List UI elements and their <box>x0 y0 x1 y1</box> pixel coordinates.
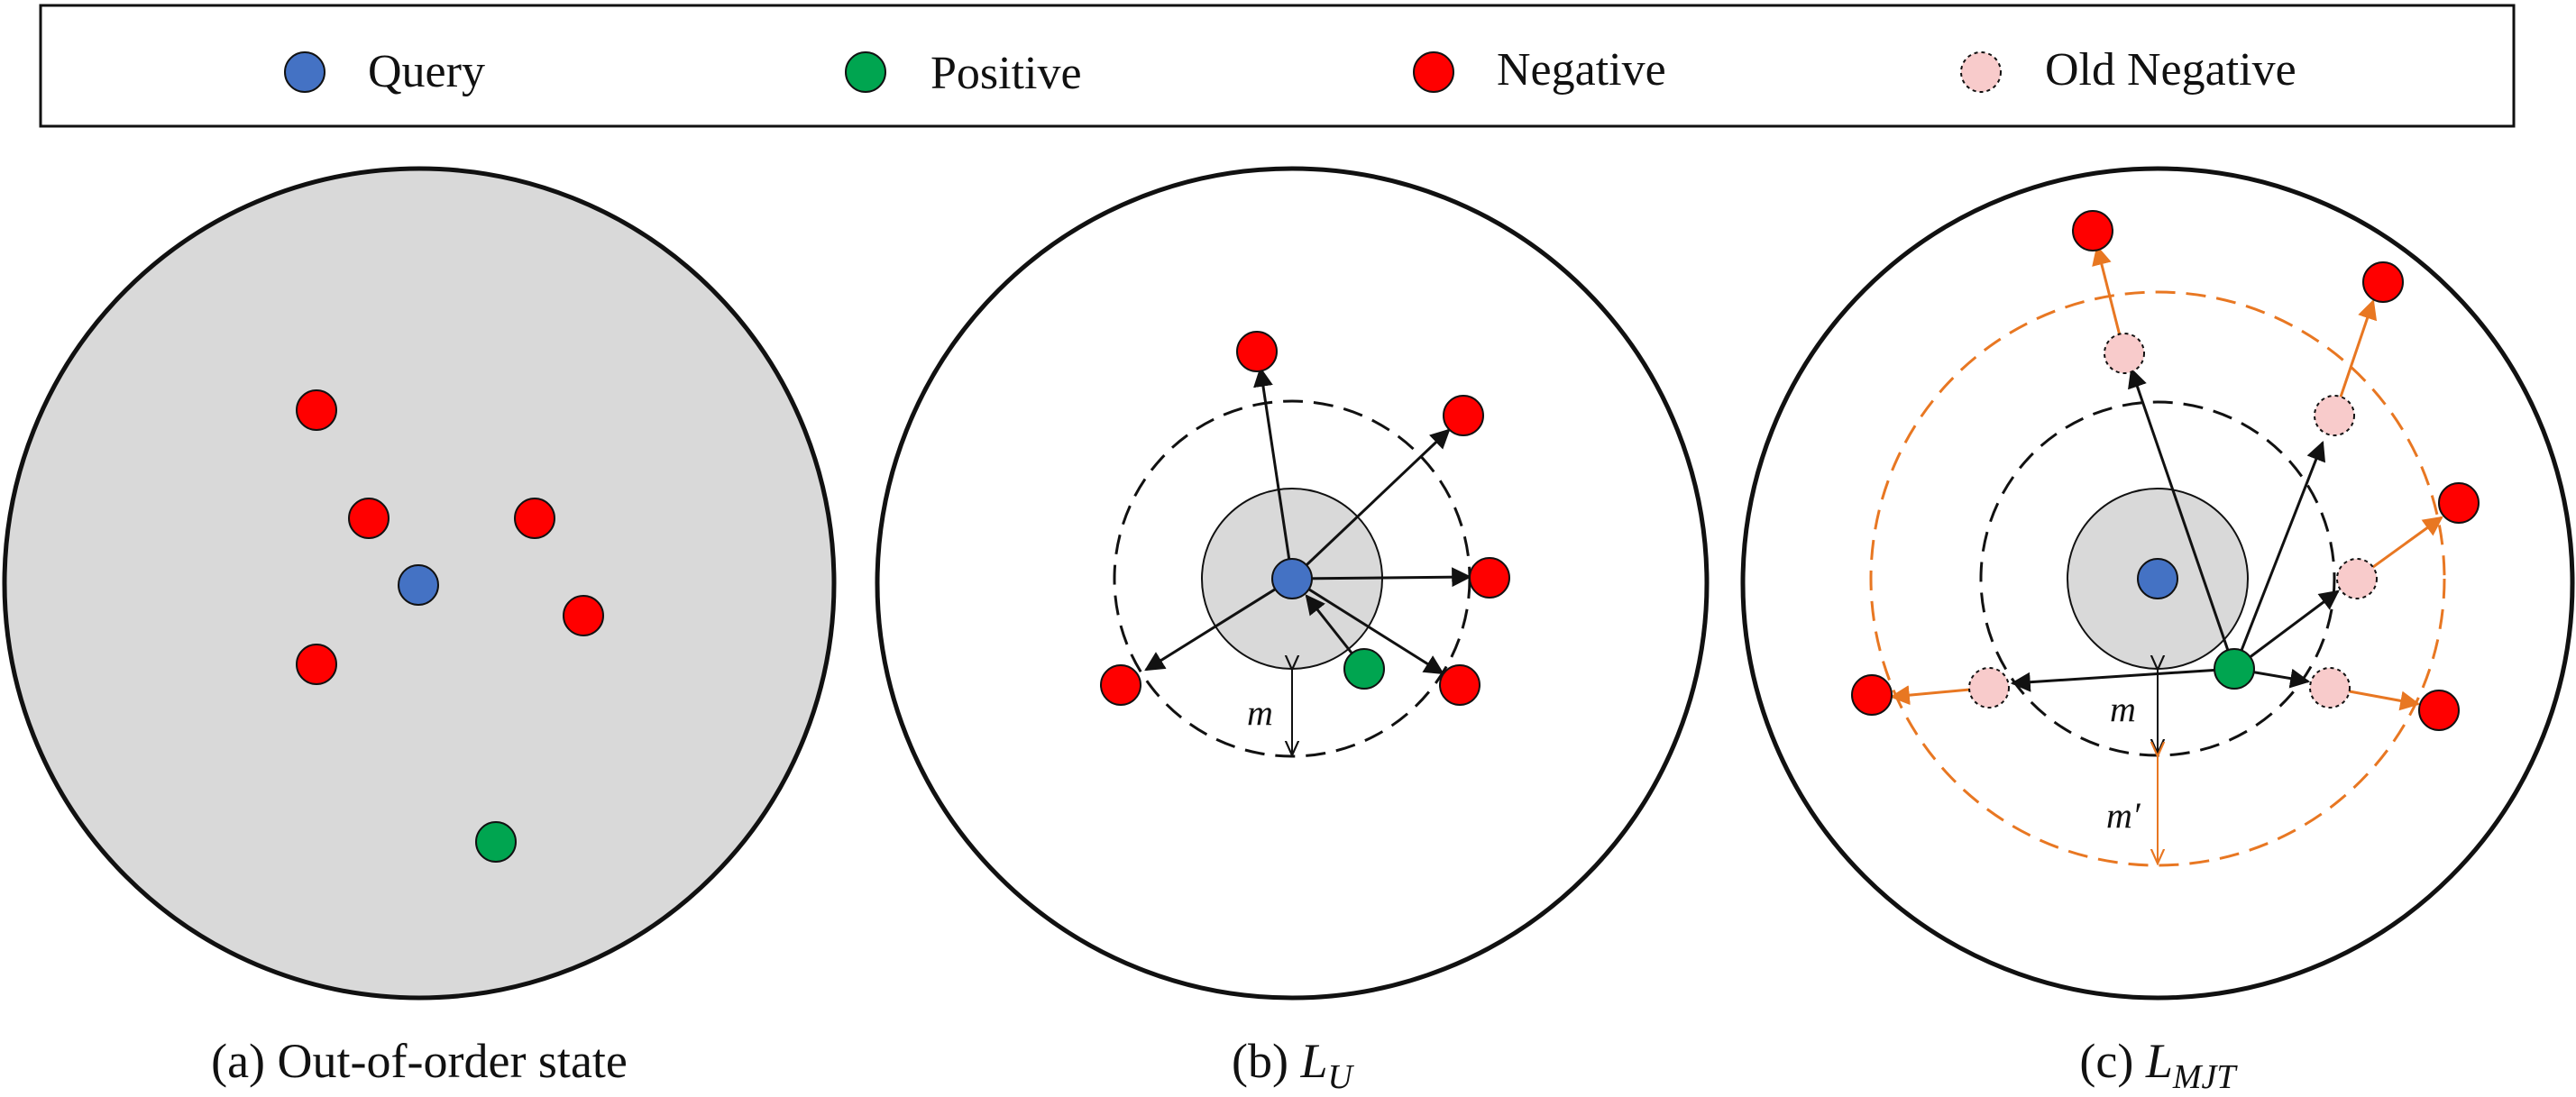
negative-dot <box>348 498 390 539</box>
legend-box <box>39 4 2516 128</box>
legend-item-old-negative: Old Negative <box>1960 44 2296 96</box>
caption-loss-subscript: U <box>1328 1058 1355 1096</box>
caption-loss-symbol: L <box>2145 1034 2173 1088</box>
caption-prefix: (b) <box>1232 1034 1300 1088</box>
negative-dot <box>1236 331 1278 372</box>
margin-label-m-prime: m′ <box>2106 795 2141 836</box>
push-arrow <box>2128 367 2236 670</box>
push-arrow <box>2232 440 2326 670</box>
negative-dot <box>1100 664 1141 706</box>
positive-dot <box>475 821 517 863</box>
outer-margin-circle <box>1869 290 2446 867</box>
old-negative-dot <box>2104 333 2145 374</box>
legend-label-positive: Positive <box>930 48 1082 99</box>
pink-dashed-dot-icon <box>1960 51 2002 93</box>
push-arrow <box>1291 567 1472 588</box>
shift-arrow <box>2333 298 2378 416</box>
negative-dot <box>2362 261 2404 303</box>
panel-b: m (b) LU <box>875 166 1710 1096</box>
negative-dot <box>514 498 555 539</box>
panel-a-caption: (a) Out-of-order state <box>211 1034 628 1088</box>
green-dot-icon <box>845 51 886 93</box>
caption-loss-symbol: L <box>1299 1034 1327 1088</box>
query-dot <box>398 564 439 606</box>
blue-dot-icon <box>284 51 325 93</box>
legend: Query Positive Negative Old Negative <box>39 4 2516 128</box>
legend-item-negative: Negative <box>1413 44 1666 96</box>
old-negative-dot <box>2314 395 2355 436</box>
positive-dot <box>2214 648 2255 690</box>
legend-item-query: Query <box>284 46 485 97</box>
old-negative-dot <box>2309 667 2351 708</box>
red-dot-icon <box>1413 51 1454 93</box>
negative-dot <box>2418 690 2460 731</box>
negative-dot <box>296 389 337 431</box>
caption-loss-subscript: MJT <box>2172 1058 2239 1096</box>
negative-dot <box>1469 557 1510 599</box>
panel-c-caption: (c) LMJT <box>2079 1034 2238 1096</box>
legend-label-query: Query <box>368 46 485 97</box>
push-arrow <box>1144 577 1293 672</box>
push-arrow <box>1253 366 1294 580</box>
old-negative-dot <box>1968 667 2010 708</box>
query-dot <box>2137 558 2178 599</box>
legend-label-negative: Negative <box>1497 44 1666 96</box>
negative-dot <box>563 595 604 636</box>
push-arrow <box>2010 667 2235 692</box>
negative-dot <box>1439 664 1481 706</box>
panel-b-caption: (b) LU <box>1232 1034 1355 1096</box>
query-dot <box>1271 558 1313 599</box>
caption-prefix: (c) <box>2079 1034 2145 1088</box>
positive-dot <box>1343 648 1385 690</box>
margin-label-m: m <box>2110 689 2136 729</box>
panel-c: m m′ (c) LMJT <box>1740 166 2575 1096</box>
legend-label-old-negative: Old Negative <box>2045 44 2296 96</box>
old-negative-dot <box>2336 558 2378 599</box>
panel-a: (a) Out-of-order state <box>2 166 837 1088</box>
push-arrow <box>1290 428 1451 580</box>
negative-dot <box>2438 482 2480 524</box>
negative-dot <box>1443 395 1484 436</box>
legend-item-positive: Positive <box>845 48 1082 99</box>
push-arrow <box>2233 590 2340 671</box>
negative-dot <box>296 644 337 685</box>
negative-dot <box>2072 210 2113 251</box>
negative-dot <box>1851 674 1893 716</box>
margin-label-m: m <box>1247 692 1273 733</box>
